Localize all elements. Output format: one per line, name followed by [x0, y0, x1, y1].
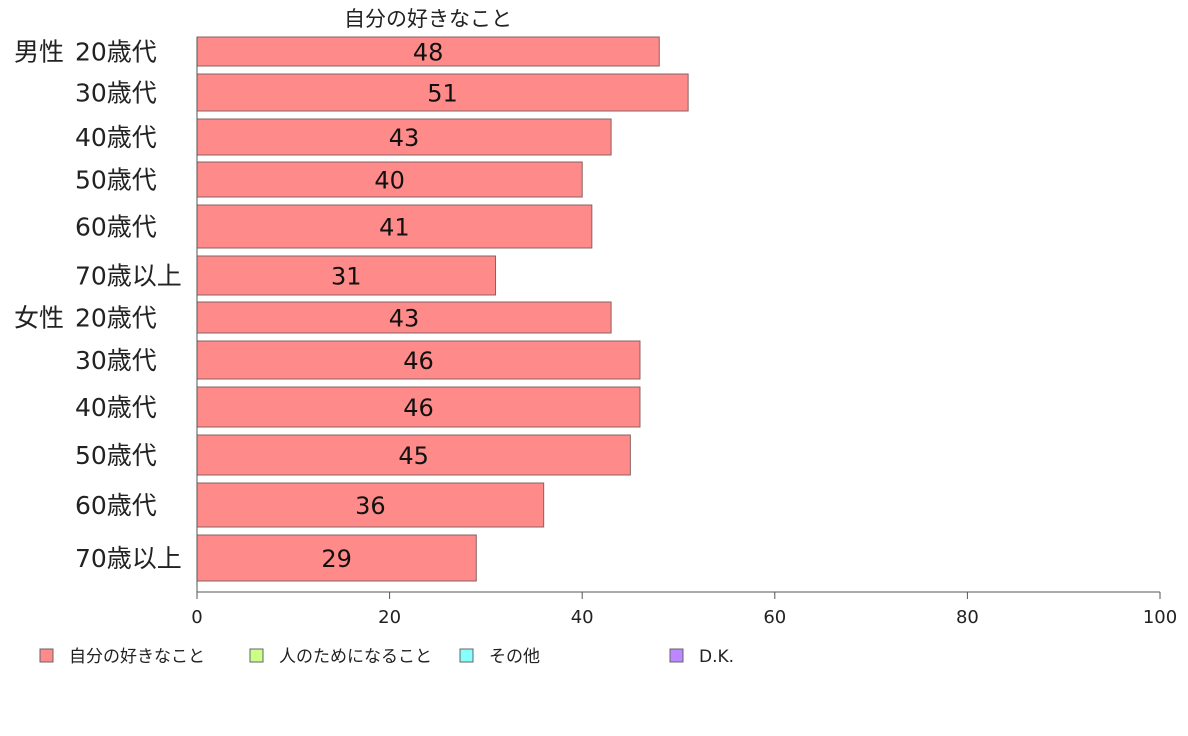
x-tick-label-0: 0 — [191, 607, 202, 628]
value-label-8: 46 — [403, 347, 434, 375]
category-label-11: 60歳代 — [75, 491, 157, 520]
series-title: 自分の好きなこと — [344, 7, 512, 31]
category-label-7: 20歳代 — [75, 304, 157, 333]
legend-swatch-3 — [459, 648, 474, 663]
bar-7-series-1 — [196, 301, 612, 334]
category-label-9: 40歳代 — [75, 393, 157, 422]
legend-swatch-2 — [249, 648, 264, 663]
legend-label-4: D.K. — [699, 647, 734, 667]
x-tick-label-20: 20 — [378, 607, 401, 628]
bar-11-series-1 — [196, 482, 545, 528]
x-tick-label-100: 100 — [1143, 607, 1177, 628]
value-label-10: 45 — [398, 442, 429, 470]
x-axis: 0 20 40 60 80 100 — [191, 37, 1177, 628]
bar-5-series-1 — [196, 204, 593, 249]
group-label: 男性 — [14, 38, 64, 67]
value-label-1: 48 — [413, 39, 444, 67]
category-label-12: 70歳以上 — [75, 544, 182, 573]
category-label-4: 50歳代 — [75, 166, 157, 195]
bar-4-series-1 — [196, 161, 583, 198]
bar-10-series-1 — [196, 434, 631, 476]
category-label-3: 40歳代 — [75, 123, 157, 152]
legend-label-2: 人のためになること — [279, 647, 432, 667]
value-label-9: 46 — [403, 394, 434, 422]
bar-1-series-1 — [196, 36, 660, 67]
bar-12-series-1 — [196, 534, 477, 582]
category-label-10: 50歳代 — [75, 441, 157, 470]
x-tick-label-80: 80 — [956, 607, 979, 628]
bar-3-series-1 — [196, 118, 612, 156]
category-label-1: 20歳代 — [75, 38, 157, 67]
legend-swatch-1 — [39, 648, 54, 663]
legend: 自分の好きなこと 人のためになること その他 D.K. — [39, 647, 734, 667]
value-label-7: 43 — [389, 305, 420, 333]
value-label-12: 29 — [321, 545, 352, 573]
bars-layer — [196, 36, 689, 582]
value-label-3: 43 — [389, 124, 420, 152]
value-label-6: 31 — [331, 263, 362, 291]
x-tick-label-60: 60 — [763, 607, 786, 628]
legend-label-1: 自分の好きなこと — [69, 647, 205, 667]
legend-label-3: その他 — [489, 647, 540, 667]
value-label-2: 51 — [427, 80, 458, 108]
category-label-2: 30歳代 — [75, 79, 157, 108]
x-tick-label-40: 40 — [571, 607, 594, 628]
category-label-5: 60歳代 — [75, 213, 157, 242]
value-label-5: 41 — [379, 214, 410, 242]
legend-swatch-4 — [669, 648, 684, 663]
bar-2-series-1 — [196, 73, 689, 112]
category-label-8: 30歳代 — [75, 346, 157, 375]
group-label: 女性 — [14, 304, 64, 333]
value-label-4: 40 — [374, 167, 405, 195]
value-label-11: 36 — [355, 492, 386, 520]
bar-6-series-1 — [196, 255, 497, 296]
category-label-6: 70歳以上 — [75, 262, 182, 291]
